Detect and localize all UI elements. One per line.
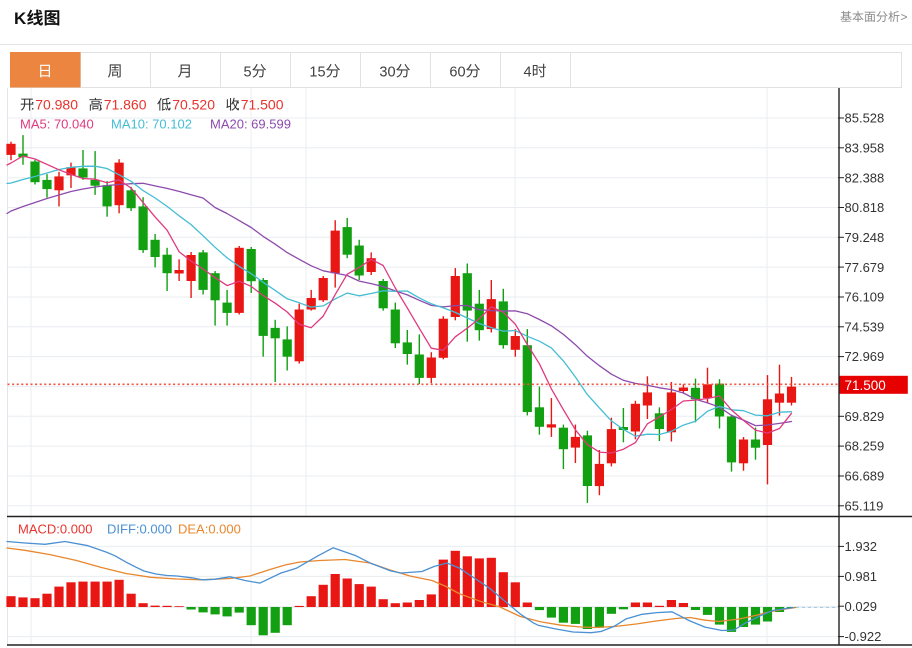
svg-text:69.829: 69.829	[845, 409, 885, 424]
svg-text:0.981: 0.981	[845, 569, 878, 584]
svg-text:MA10: 70.102: MA10: 70.102	[111, 116, 192, 131]
svg-text:65.119: 65.119	[845, 498, 884, 513]
svg-text:70.980: 70.980	[35, 97, 78, 113]
svg-text:K: K	[14, 9, 27, 28]
svg-text::: :	[31, 97, 35, 113]
svg-text:70.520: 70.520	[172, 97, 215, 113]
svg-text:MACD:0.000: MACD:0.000	[18, 522, 92, 537]
svg-text:MA20: 69.599: MA20: 69.599	[210, 116, 291, 131]
svg-text:77.679: 77.679	[845, 260, 885, 275]
svg-text:30: 30	[379, 64, 395, 80]
svg-text:MA5: 70.040: MA5: 70.040	[20, 116, 94, 131]
svg-text:85.528: 85.528	[845, 111, 885, 126]
svg-text:76.109: 76.109	[845, 290, 885, 305]
svg-text:74.539: 74.539	[845, 319, 885, 334]
svg-text:DEA:0.000: DEA:0.000	[178, 522, 241, 537]
svg-text:68.259: 68.259	[845, 439, 885, 454]
svg-text:DIFF:0.000: DIFF:0.000	[107, 522, 172, 537]
svg-text:-0.922: -0.922	[845, 629, 882, 644]
svg-text:79.248: 79.248	[845, 230, 885, 245]
svg-text:60: 60	[449, 64, 465, 80]
svg-text:83.958: 83.958	[845, 140, 885, 155]
svg-text:1.932: 1.932	[845, 539, 878, 554]
svg-text::: :	[236, 97, 240, 113]
svg-text:72.969: 72.969	[845, 349, 885, 364]
svg-text:4: 4	[524, 64, 532, 80]
svg-text:>: >	[901, 10, 908, 24]
svg-text:5: 5	[244, 64, 252, 80]
svg-text:80.818: 80.818	[845, 200, 885, 215]
svg-text:71.860: 71.860	[104, 97, 147, 113]
svg-text:0.029: 0.029	[845, 599, 878, 614]
svg-text::: :	[99, 97, 103, 113]
svg-text:82.388: 82.388	[845, 170, 885, 185]
svg-text:71.500: 71.500	[845, 378, 886, 393]
svg-text:71.500: 71.500	[241, 97, 284, 113]
svg-text:15: 15	[309, 64, 325, 80]
svg-text::: :	[168, 97, 172, 113]
svg-text:66.689: 66.689	[845, 469, 885, 484]
